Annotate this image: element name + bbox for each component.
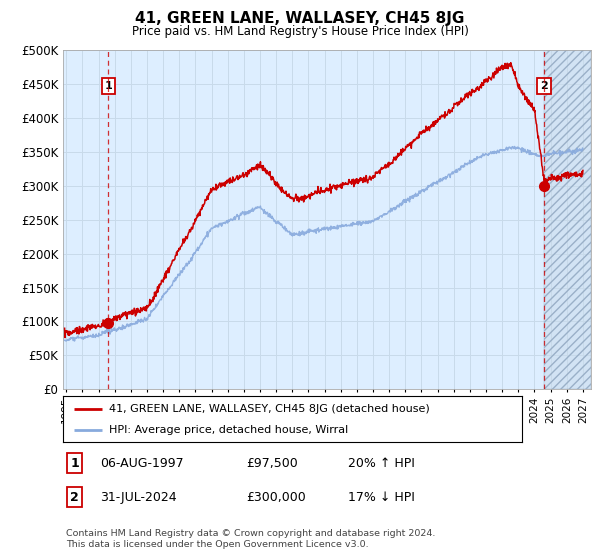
Text: 31-JUL-2024: 31-JUL-2024 xyxy=(100,491,176,503)
Text: 41, GREEN LANE, WALLASEY, CH45 8JG: 41, GREEN LANE, WALLASEY, CH45 8JG xyxy=(136,11,464,26)
Text: 41, GREEN LANE, WALLASEY, CH45 8JG (detached house): 41, GREEN LANE, WALLASEY, CH45 8JG (deta… xyxy=(109,404,430,414)
Text: HPI: Average price, detached house, Wirral: HPI: Average price, detached house, Wirr… xyxy=(109,425,348,435)
Bar xyxy=(544,50,591,389)
Text: 06-AUG-1997: 06-AUG-1997 xyxy=(100,456,184,470)
Text: 2: 2 xyxy=(70,491,79,503)
Text: 1: 1 xyxy=(70,456,79,470)
Text: 17% ↓ HPI: 17% ↓ HPI xyxy=(347,491,415,503)
Bar xyxy=(544,50,591,389)
Text: £97,500: £97,500 xyxy=(247,456,298,470)
Text: Price paid vs. HM Land Registry's House Price Index (HPI): Price paid vs. HM Land Registry's House … xyxy=(131,25,469,38)
Text: 20% ↑ HPI: 20% ↑ HPI xyxy=(347,456,415,470)
Text: Contains HM Land Registry data © Crown copyright and database right 2024.
This d: Contains HM Land Registry data © Crown c… xyxy=(66,529,436,549)
Text: 1: 1 xyxy=(104,81,112,91)
Text: 2: 2 xyxy=(540,81,548,91)
Text: £300,000: £300,000 xyxy=(247,491,307,503)
